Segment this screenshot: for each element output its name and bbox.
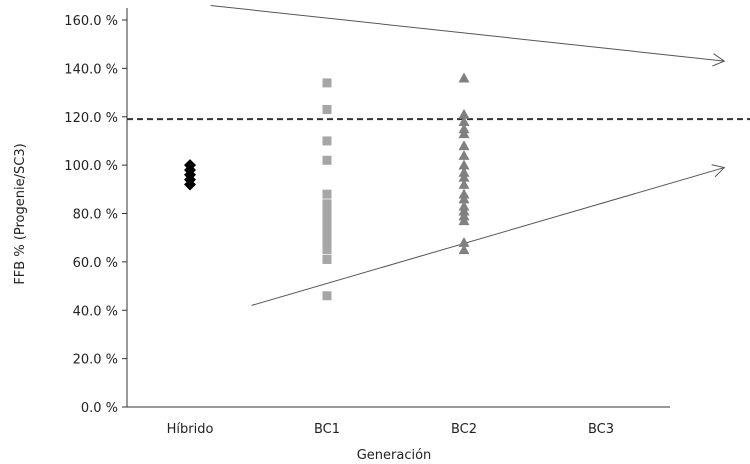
y-tick-label: 60.0 % xyxy=(73,256,118,271)
data-point-diamond xyxy=(184,178,196,191)
x-tick-label: Híbrido xyxy=(167,422,214,437)
y-tick-label: 140.0 % xyxy=(64,62,118,77)
data-point-triangle xyxy=(458,215,470,226)
x-axis-title: Generación xyxy=(357,448,432,463)
y-tick-label: 120.0 % xyxy=(64,111,118,126)
y-axis-title: FFB % (Progenie/SC3) xyxy=(13,143,28,284)
data-point-square xyxy=(322,104,332,114)
data-point-triangle xyxy=(458,140,470,151)
data-point-square xyxy=(322,78,332,88)
data-point-square xyxy=(322,245,332,255)
data-point-square xyxy=(322,199,332,209)
x-tick-label: BC1 xyxy=(314,422,340,437)
data-point-triangle xyxy=(458,193,470,204)
data-point-square xyxy=(322,223,332,233)
data-point-triangle xyxy=(458,159,470,170)
trend-arrow-line xyxy=(210,4,725,62)
data-point-square xyxy=(322,218,332,228)
trend-arrow-line xyxy=(251,167,725,306)
data-point-triangle xyxy=(458,237,470,247)
y-tick-label: 20.0 % xyxy=(73,353,118,368)
y-tick-label: 40.0 % xyxy=(73,304,118,319)
data-point-square xyxy=(322,228,332,238)
data-point-triangle xyxy=(458,244,470,255)
trend-arrow-head xyxy=(711,164,726,178)
data-point-triangle xyxy=(458,128,470,139)
y-tick-label: 80.0 % xyxy=(73,208,118,223)
data-point-triangle xyxy=(458,72,470,83)
data-point-triangle xyxy=(458,116,470,126)
data-point-square xyxy=(322,209,332,218)
data-point-triangle xyxy=(458,178,470,189)
y-tick-label: 160.0 % xyxy=(64,14,118,29)
x-tick-label: BC3 xyxy=(588,422,614,437)
y-tick-label: 100.0 % xyxy=(64,159,118,174)
data-point-square xyxy=(322,189,332,199)
data-point-square xyxy=(322,155,332,165)
data-point-square xyxy=(322,233,332,243)
data-point-triangle xyxy=(458,171,470,182)
data-point-square xyxy=(322,213,332,223)
data-point-square xyxy=(322,254,332,264)
trend-arrows xyxy=(210,4,726,306)
y-tick-labels: 0.0 % 20.0 % 40.0 % 60.0 % 80.0 % 100.0 % 120.… xyxy=(64,14,127,416)
data-point-square xyxy=(322,240,332,250)
trend-arrow-head xyxy=(712,53,726,67)
data-point-triangle xyxy=(458,149,470,160)
x-tick-labels: Híbrido BC1 BC2 BC3 xyxy=(167,422,614,437)
axes xyxy=(126,8,670,408)
data-point-triangle xyxy=(458,108,470,119)
x-tick-label: BC2 xyxy=(451,422,477,437)
data-points xyxy=(184,72,470,301)
data-point-square xyxy=(322,291,332,301)
data-point-square xyxy=(322,136,332,146)
data-point-square xyxy=(322,204,332,214)
y-tick-label: 0.0 % xyxy=(81,401,118,416)
